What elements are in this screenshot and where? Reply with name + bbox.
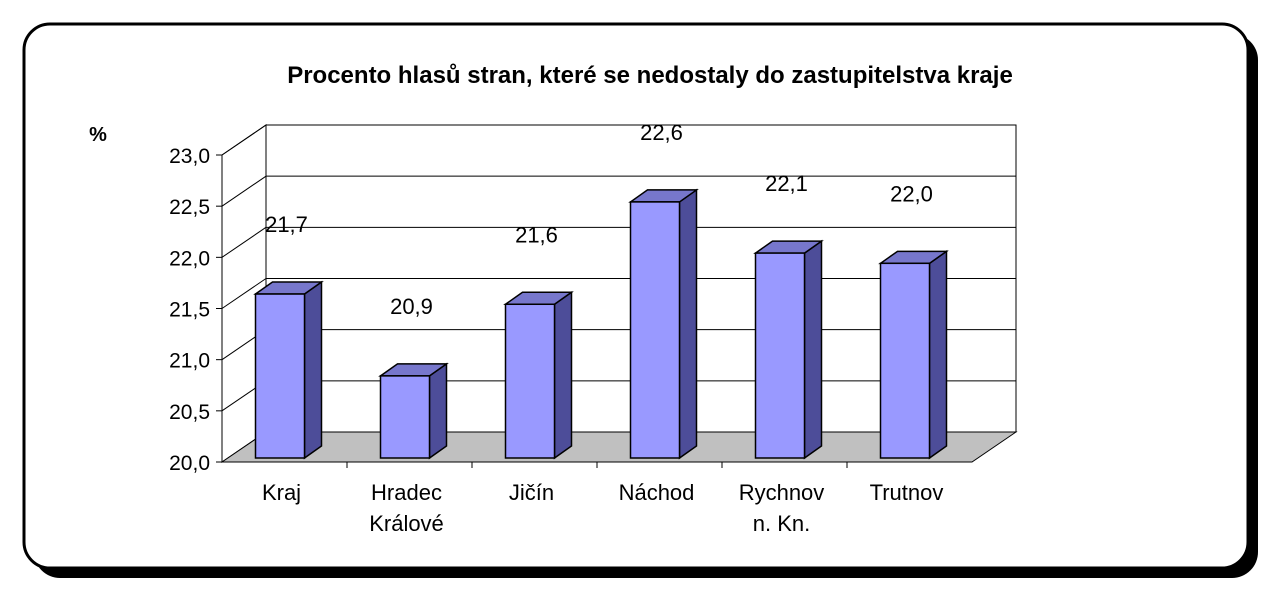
bar [504,303,556,459]
gridline-side [221,124,267,156]
bar [379,375,431,459]
bar-side [928,249,948,460]
gridline-side [221,278,267,309]
y-tick-label: 20,0 [169,452,210,475]
gridline-side [221,175,267,207]
bar [254,293,306,459]
category-label: Hradec [371,480,442,505]
data-label: 21,6 [515,222,558,247]
bar-side [428,362,448,460]
bar-side [553,290,573,460]
category-label: n. Kn. [753,511,810,536]
bar [879,262,931,459]
category-label: Kraj [262,480,301,505]
bar [754,252,806,459]
y-axis-label: % [89,124,107,146]
y-tick-label: 21,0 [169,350,210,373]
gridline-side [221,226,267,258]
y-tick-label: 23,0 [169,145,210,168]
data-label: 22,1 [765,171,808,196]
bar-side [303,280,323,460]
chart-title: Procento hlasů stran, které se nedostaly… [287,62,1013,89]
data-label: 20,9 [390,294,433,319]
data-label: 22,0 [890,181,933,206]
data-label: 22,6 [640,120,683,145]
bar [629,201,681,459]
bar-side [678,188,698,460]
y-tick-label: 20,5 [169,401,210,424]
category-label: Jičín [509,480,554,505]
data-label: 21,7 [265,212,308,237]
y-tick-label: 22,5 [169,196,210,219]
category-label: Trutnov [870,480,944,505]
y-tick-label: 21,5 [169,299,210,322]
y-tick-label: 22,0 [169,247,210,270]
bar-side [803,239,823,460]
category-label: Králové [369,511,444,536]
category-label: Náchod [619,480,695,505]
category-label: Rychnov [739,480,825,505]
plot-area: 20,0 20,5 21,0 21,5 22,0 22,5 23,0 21,7 Kraj 20,9… [169,120,1018,536]
